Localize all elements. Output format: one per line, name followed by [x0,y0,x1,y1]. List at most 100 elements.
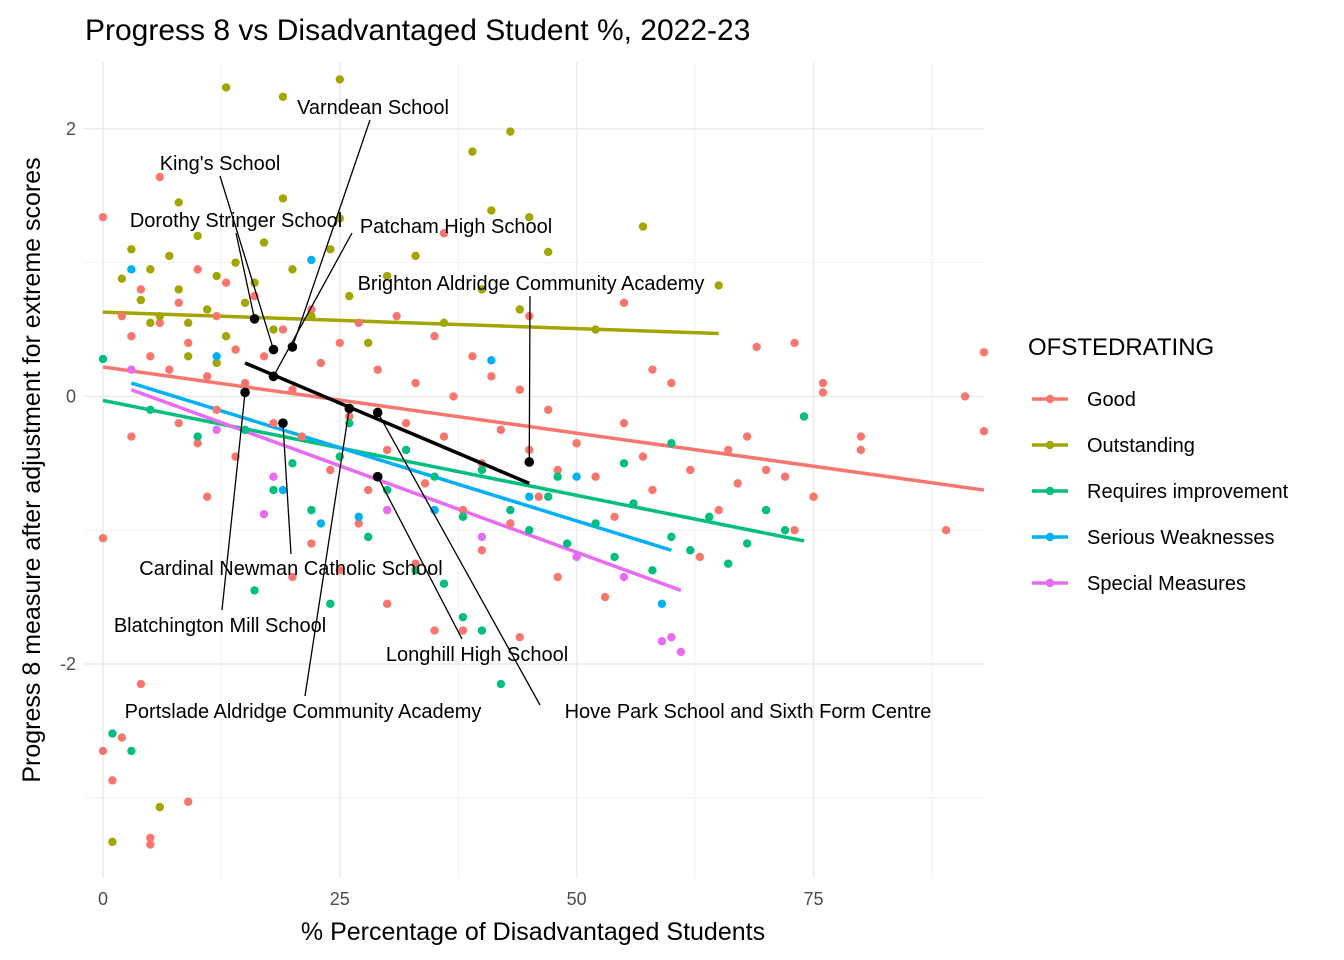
point-outstanding [212,271,221,281]
point-outstanding [525,212,534,222]
point-requires-improvement [591,519,600,528]
point-good [667,378,676,388]
point-outstanding [439,318,449,328]
point-good [420,479,430,488]
point-good [487,372,496,381]
point-good [297,432,307,441]
highlight-point [344,403,355,414]
point-requires-improvement [667,532,676,542]
point-requires-improvement [439,579,449,588]
point-special-measures [477,532,487,542]
point-good [278,325,288,334]
point-good [818,388,828,397]
point-outstanding [278,92,288,101]
point-good [458,626,468,635]
point-outstanding [269,325,278,334]
x-tick-label: 0 [98,889,108,909]
point-good [742,432,752,441]
point-good [449,392,458,401]
point-good [373,365,382,374]
point-requires-improvement [544,492,553,501]
point-good [354,318,363,328]
point-serious-weaknesses [316,519,326,528]
point-good [193,439,202,448]
point-good [127,332,136,341]
point-good [780,472,790,481]
annotation-leader-line [304,408,350,697]
point-requires-improvement [629,499,638,508]
highlight-point [278,418,288,428]
point-special-measures [572,552,581,562]
point-requires-improvement [562,539,572,548]
point-serious-weaknesses [127,265,136,274]
axis-ticks: 0 25 50 75 -2 0 2 [60,119,824,909]
point-good [733,479,742,488]
y-tick-label: -2 [60,654,76,674]
point-outstanding [477,285,487,294]
annotation-label: Longhill High School [386,644,568,666]
point-good [648,365,657,374]
point-good [108,776,117,785]
point-good [146,352,155,361]
point-requires-improvement [401,445,411,455]
point-good [202,492,212,501]
point-good [648,485,657,495]
point-good [856,445,866,455]
legend-label: Requires improvement [1087,481,1289,503]
point-outstanding [108,837,117,847]
data-points [98,75,989,849]
point-serious-weaknesses [278,485,288,495]
y-tick-label: 2 [66,119,76,139]
trend-line-highlighted-schools [244,361,530,485]
annotation-label: Brighton Aldridge Community Academy [358,273,705,295]
point-good [430,332,439,341]
legend-label: Outstanding [1087,435,1195,457]
annotation-label: Cardinal Newman Catholic School [139,558,442,580]
point-outstanding [240,298,250,307]
point-good [724,445,733,455]
y-tick-label: 0 [66,386,76,406]
point-good [98,534,108,543]
point-good [534,492,543,501]
point-requires-improvement [610,552,619,562]
annotations: Varndean School King's School Dorothy Stri… [114,97,932,723]
point-serious-weaknesses [354,512,363,522]
point-requires-improvement [430,472,439,481]
point-good [117,733,127,742]
point-good [165,365,174,374]
point-good [752,342,761,352]
point-good [619,418,629,428]
annotation-leader-line [282,423,292,555]
point-requires-improvement [240,425,250,435]
point-good [193,265,202,274]
point-outstanding [638,222,648,231]
point-outstanding [202,305,212,314]
point-outstanding [382,271,392,281]
point-serious-weaknesses [487,356,496,365]
annotation-leader-line [221,392,246,611]
point-good [439,432,449,441]
point-good [553,572,562,582]
point-outstanding [212,358,221,368]
point-good [231,345,240,354]
legend-key-point [1045,486,1055,496]
point-serious-weaknesses [525,492,534,501]
point-good [600,592,610,602]
point-special-measures [619,572,629,582]
point-good [686,465,695,475]
point-good [856,432,866,441]
point-good [382,445,392,455]
point-requires-improvement [326,599,335,608]
legend-key-point [1045,532,1055,542]
point-requires-improvement [525,525,534,535]
legend-key-point [1045,440,1055,450]
annotation-label: King's School [160,153,281,175]
point-special-measures [212,425,221,435]
point-requires-improvement [553,472,562,481]
point-requires-improvement [667,439,676,448]
point-good [638,452,648,461]
point-good [818,378,828,388]
point-good [382,599,392,608]
point-outstanding [259,238,269,247]
